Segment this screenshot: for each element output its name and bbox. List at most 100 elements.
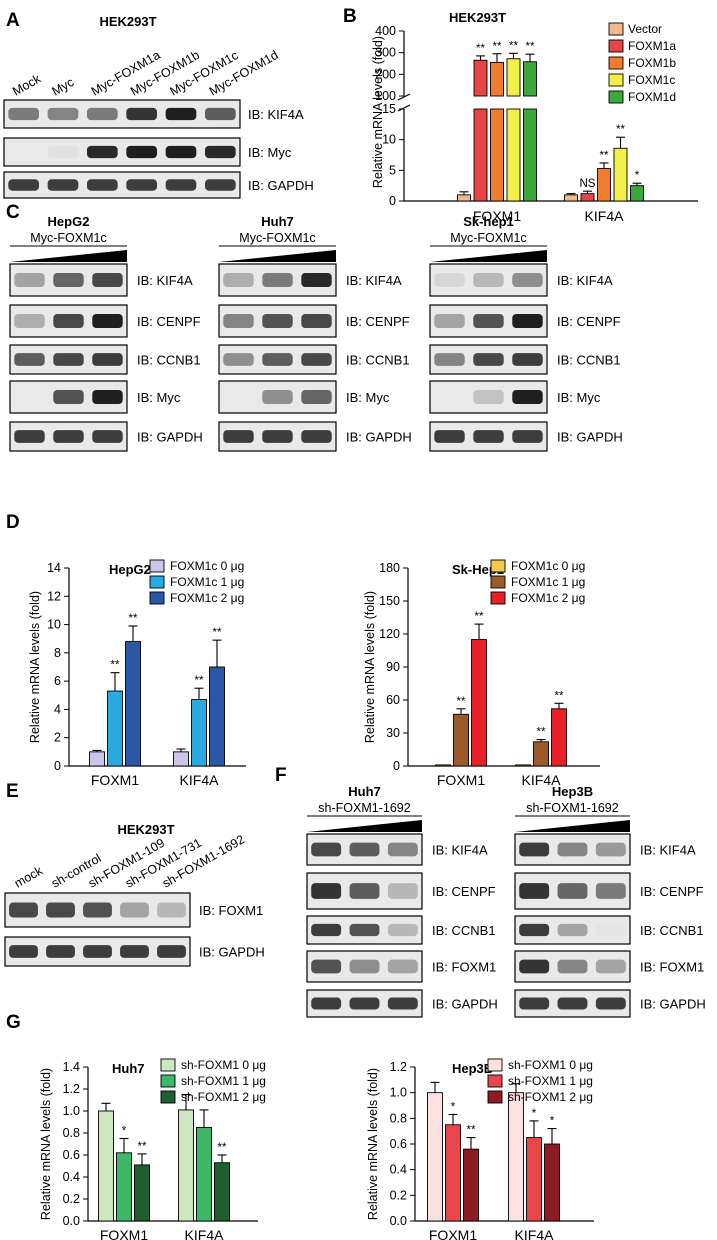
- x-tick-label: KIF4A: [522, 772, 562, 788]
- treatment-label: sh-FOXM1-1692: [526, 801, 618, 815]
- y-tick-label: 1.2: [63, 1082, 80, 1096]
- blot-label: IB: Myc: [557, 390, 601, 405]
- blot-strip: IB: KIF4A: [3, 99, 304, 129]
- blot-label: IB: CCNB1: [557, 353, 621, 368]
- break-gap: [506, 96, 521, 109]
- significance-mark: **: [218, 1142, 227, 1154]
- blot-label: IB: Myc: [137, 390, 181, 405]
- blot-band: [473, 430, 504, 443]
- y-tick-label: 10: [47, 618, 61, 632]
- bar: [435, 764, 451, 767]
- blot-strip: IB: CENPF: [514, 872, 704, 910]
- blot-strip: IB: GAPDH: [514, 989, 706, 1018]
- blot-strip: IB: KIF4A: [429, 263, 613, 297]
- blot-label: IB: CCNB1: [137, 353, 201, 368]
- blot-band: [14, 272, 45, 288]
- bar: [178, 1109, 194, 1222]
- blot-band: [8, 107, 40, 121]
- blot-band: [512, 389, 543, 405]
- legend-entry: FOXM1d: [628, 90, 676, 104]
- bar: [191, 699, 207, 767]
- blot-band: [86, 179, 118, 191]
- legend-swatch: [608, 90, 624, 104]
- blot-label: IB: CENPF: [137, 314, 201, 329]
- legend-swatch: [487, 1090, 503, 1104]
- significance-mark: **: [476, 43, 485, 55]
- blot-label: IB: CCNB1: [346, 353, 410, 368]
- y-tick-label: 2: [54, 731, 61, 745]
- blot-frame: [3, 99, 241, 129]
- bar: [116, 1152, 132, 1222]
- blot-strip: IB: KIF4A: [514, 833, 696, 866]
- bar: [544, 1143, 560, 1222]
- bar: [533, 741, 549, 767]
- bar: [564, 194, 578, 202]
- y-tick-label: 0.8: [63, 1126, 80, 1140]
- blot-band: [204, 107, 236, 121]
- bar: [526, 1137, 542, 1222]
- blot-band: [86, 145, 118, 159]
- y-tick-label: 200: [375, 67, 396, 81]
- y-axis-title: Relative mRNA levels (fold): [28, 591, 42, 743]
- y-tick-label: 8: [54, 646, 61, 660]
- blot-band: [47, 145, 79, 159]
- x-tick-label: FOXM1: [473, 208, 521, 224]
- blot-band: [14, 430, 45, 443]
- significance-mark: **: [526, 41, 535, 53]
- bar: [473, 108, 488, 202]
- y-tick-label: 0.2: [390, 1188, 407, 1202]
- blot-strip: IB: Myc: [429, 380, 601, 414]
- significance-mark: **: [555, 690, 564, 702]
- blot-strip: IB: GAPDH: [3, 171, 314, 199]
- bar-chart-D-right: 0 30 60 90 120 150 180 Relative mRNA levels (fo…: [363, 559, 600, 788]
- dose-wedge: [515, 820, 630, 832]
- bar: [173, 751, 189, 767]
- y-axis-title: Relative mRNA levels (fold): [363, 591, 377, 743]
- blot-band: [301, 389, 332, 405]
- blot-label: IB: Myc: [346, 390, 390, 405]
- chart-title: HEK293T: [449, 10, 506, 25]
- blot-band: [53, 353, 84, 366]
- y-tick-label: 5: [389, 163, 396, 177]
- blot-band: [387, 842, 418, 857]
- blot-label: IB: KIF4A: [557, 273, 613, 288]
- chart-title: HepG2: [109, 562, 151, 577]
- blot-strip: IB: Myc: [3, 137, 292, 167]
- blot-band: [349, 959, 380, 974]
- legend-swatch: [160, 1074, 176, 1088]
- blot-label: IB: CENPF: [640, 884, 704, 899]
- legend-entry: FOXM1c 0 μg: [511, 559, 585, 573]
- y-tick-label: 120: [379, 627, 400, 641]
- x-tick-label: FOXM1: [91, 772, 139, 788]
- chart-title: Huh7: [112, 1061, 145, 1076]
- blot-band: [9, 902, 38, 918]
- blot-band: [473, 272, 504, 288]
- blot-band: [311, 883, 342, 899]
- blot-frame: [3, 171, 241, 199]
- blot-label: IB: FOXM1: [640, 960, 704, 975]
- blot-band: [262, 313, 293, 329]
- bar: [471, 639, 487, 767]
- blot-band: [92, 353, 123, 366]
- blot-band: [262, 272, 293, 288]
- y-tick-label: 0: [393, 759, 400, 773]
- blot-strip: IB: KIF4A: [9, 263, 193, 297]
- blot-band: [301, 353, 332, 366]
- y-tick-label: 1.4: [63, 1060, 80, 1074]
- blot-frame: [3, 137, 241, 167]
- blot-band: [473, 353, 504, 366]
- cell-line-label: Huh7: [348, 784, 381, 799]
- y-tick-label: 0: [54, 759, 61, 773]
- y-tick-label: 30: [386, 726, 400, 740]
- treatment-label: Myc-FOXM1c: [239, 231, 315, 245]
- blot-band: [301, 272, 332, 288]
- dose-wedge: [219, 250, 336, 262]
- blot-band: [8, 179, 40, 191]
- significance-mark: **: [138, 1141, 147, 1153]
- legend-swatch: [608, 56, 624, 70]
- blot-band: [349, 842, 380, 857]
- significance-mark: **: [537, 727, 546, 739]
- blot-strip: IB: GAPDH: [429, 421, 623, 452]
- y-tick-label: 1.2: [390, 1060, 407, 1074]
